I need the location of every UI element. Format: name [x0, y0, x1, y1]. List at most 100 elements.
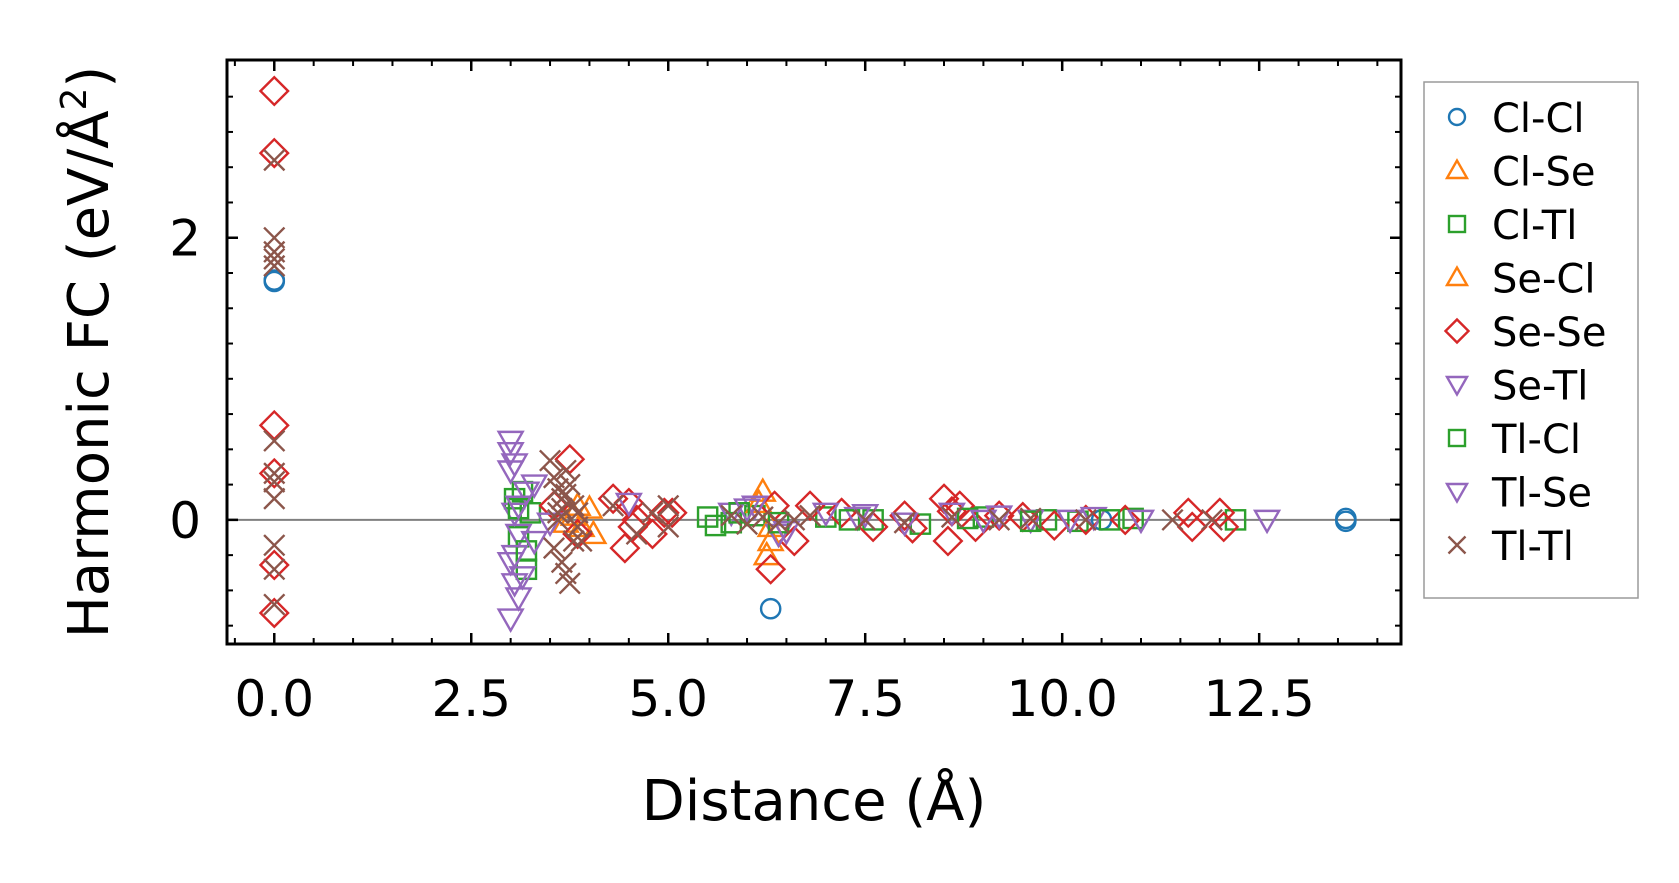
point-tl-tl [1200, 508, 1223, 531]
point-se-se [1038, 510, 1070, 542]
point-cl-cl [1335, 510, 1357, 533]
legend-label-tl-tl: Tl-Tl [1491, 524, 1574, 570]
point-tl-tl [570, 529, 593, 553]
point-tl-tl [854, 508, 877, 531]
legend-label-se-tl: Se-Tl [1492, 364, 1588, 410]
point-se-se [932, 525, 964, 557]
legend-label-tl-cl: Tl-Cl [1491, 417, 1581, 463]
point-se-se [755, 553, 787, 585]
point-tl-tl [1161, 508, 1184, 531]
point-tl-tl [558, 572, 581, 595]
point-tl-tl [562, 529, 585, 553]
legend-marker-tl-cl [1447, 428, 1467, 448]
point-se-tl [764, 523, 793, 549]
point-se-se [258, 409, 290, 441]
point-tl-cl [838, 509, 861, 531]
point-se-tl [614, 492, 643, 518]
point-se-se [636, 518, 668, 550]
legend-marker-cl-tl [1447, 214, 1467, 234]
point-se-tl [890, 512, 919, 538]
point-se-se [960, 511, 992, 543]
point-se-se [258, 75, 290, 107]
point-se-se [794, 490, 826, 522]
y-tick-label: 2 [169, 210, 201, 268]
legend-marker-se-tl [1444, 375, 1470, 397]
tick-labels-layer: 0.0 2.5 5.0 7.5 10.0 12.5 0 2 [169, 210, 1315, 728]
point-se-se [944, 490, 976, 522]
point-tl-tl [263, 429, 286, 452]
point-tl-tl [988, 508, 1011, 531]
x-tick-label: 5.0 [628, 670, 708, 728]
point-tl-se [732, 498, 762, 523]
point-se-tl [811, 502, 840, 528]
point-cl-cl [759, 597, 782, 620]
point-se-se [1109, 504, 1141, 536]
point-tl-se [520, 474, 549, 500]
point-tl-tl [263, 247, 286, 270]
point-se-se [1172, 497, 1204, 529]
point-se-tl [1126, 509, 1156, 535]
point-tl-cl [1098, 509, 1121, 531]
point-tl-tl [263, 254, 286, 278]
point-tl-tl [625, 522, 648, 546]
point-tl-tl [263, 149, 286, 172]
point-tl-tl [783, 508, 806, 531]
point-se-se [258, 457, 290, 489]
point-tl-tl [263, 534, 286, 557]
x-tick-label: 0.0 [235, 670, 315, 728]
point-cl-cl [263, 270, 286, 293]
point-se-cl [579, 519, 608, 545]
point-tl-se [504, 495, 533, 521]
point-tl-cl [704, 514, 727, 537]
point-tl-tl [263, 487, 286, 510]
point-se-tl [535, 512, 565, 538]
x-tick-label: 7.5 [825, 670, 905, 728]
point-tl-se [520, 530, 549, 556]
point-se-tl [496, 551, 525, 577]
legend-label-se-se: Se-Se [1492, 310, 1606, 356]
x-tick-label: 12.5 [1204, 670, 1315, 728]
point-tl-se [508, 566, 537, 591]
point-se-se [597, 483, 629, 515]
legend-label-cl-cl: Cl-Cl [1492, 96, 1585, 142]
plot-frame [225, 58, 1403, 646]
point-tl-se [496, 460, 525, 485]
data-points-layer [258, 75, 1357, 634]
point-tl-se [969, 509, 998, 535]
point-tl-tl [1019, 507, 1042, 530]
point-tl-tl [542, 537, 566, 560]
point-se-tl [1252, 509, 1282, 535]
x-tick-label: 2.5 [431, 670, 511, 728]
legend-marker-se-se [1443, 317, 1471, 345]
point-tl-tl [602, 494, 625, 517]
point-tl-cl [1019, 510, 1042, 533]
x-axis-label: Distance (Å) [642, 768, 987, 834]
point-tl-tl [263, 470, 286, 493]
point-se-se [554, 443, 586, 475]
point-tl-tl [751, 505, 774, 529]
legend-label-tl-se: Tl-Se [1491, 471, 1592, 517]
point-se-se [258, 597, 290, 629]
legend-marker-cl-cl [1447, 107, 1467, 127]
point-tl-se [851, 504, 880, 529]
point-se-se [609, 532, 641, 564]
legend-label-se-cl: Se-Cl [1492, 257, 1595, 303]
point-tl-tl [566, 501, 589, 524]
legend-marker-tl-tl [1447, 535, 1467, 555]
point-tl-cl [956, 507, 979, 530]
point-tl-tl [799, 504, 822, 527]
point-se-tl [504, 587, 533, 612]
point-tl-se [772, 520, 801, 546]
point-se-tl [496, 608, 525, 634]
y-tick-label: 0 [169, 492, 201, 550]
point-se-se [656, 497, 688, 529]
point-tl-tl [893, 511, 916, 534]
point-tl-tl [657, 494, 680, 517]
point-tl-tl [735, 513, 759, 536]
point-se-se [648, 497, 680, 529]
point-se-se [258, 137, 290, 169]
x-tick-label: 10.0 [1007, 670, 1118, 728]
point-tl-tl [263, 593, 286, 616]
legend: Cl-Cl Cl-Se Cl-Tl Se-Cl Se-Se Se-Tl Tl-Cl Tl-Se… [1423, 81, 1639, 599]
point-tl-tl [550, 497, 573, 520]
